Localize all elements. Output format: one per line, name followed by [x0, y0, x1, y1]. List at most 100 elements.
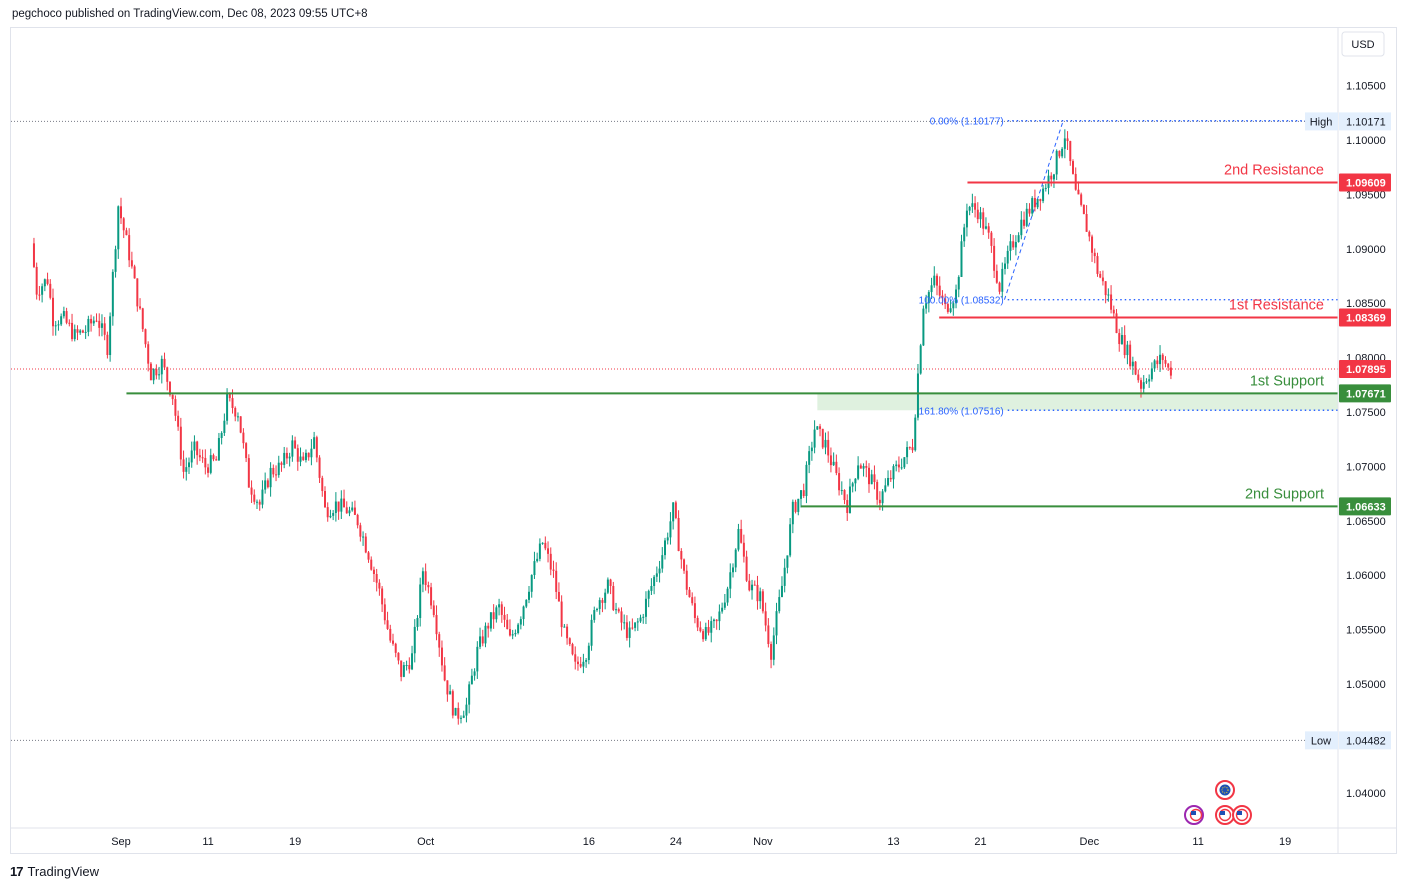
candle-body [579, 664, 582, 667]
candle-body [661, 555, 664, 569]
candle-body [46, 279, 49, 284]
candle-body [315, 437, 318, 458]
time-tick-label: 11 [202, 836, 213, 848]
candle-body [919, 345, 922, 374]
candle-body [609, 579, 612, 587]
candle-body [688, 589, 691, 598]
candle-body [1020, 219, 1023, 236]
candle-body [571, 644, 574, 655]
level-name: 1st Support [1250, 373, 1324, 389]
candle-body [1137, 374, 1140, 381]
candle-body [209, 455, 212, 473]
candle-body [636, 621, 639, 623]
footer-brand[interactable]: 17 TradingView [10, 864, 99, 879]
us-event-icon[interactable] [1232, 805, 1252, 825]
candle-body [81, 330, 84, 333]
time-tick-label: Dec [1080, 836, 1100, 848]
candle-body [941, 295, 944, 299]
currency-selector[interactable]: USD [1341, 31, 1385, 57]
candle-body [596, 608, 598, 611]
candle-body [993, 245, 996, 271]
candle-body [506, 619, 509, 630]
candle-body [998, 282, 1001, 292]
candle-body [261, 489, 264, 505]
candle-body [742, 542, 745, 557]
eu-event-icon[interactable] [1215, 780, 1235, 800]
candle-body [185, 467, 188, 472]
candle-body [1091, 236, 1094, 253]
candle-body [680, 550, 683, 560]
candle-body [1096, 256, 1099, 274]
level-price-tag-text: 1.06633 [1346, 501, 1386, 513]
candle-body [487, 625, 490, 629]
candle-body [52, 297, 54, 327]
candle-body [109, 316, 112, 356]
candle-body [38, 294, 41, 296]
candle-body [653, 576, 656, 586]
candle-body [778, 597, 781, 612]
us-event-icon[interactable] [1184, 805, 1204, 825]
candle-body [946, 304, 949, 312]
plot-area[interactable] [11, 120, 1338, 741]
time-tick-label: 19 [289, 836, 301, 848]
candle-body [536, 558, 539, 562]
candle-body [1123, 335, 1126, 356]
candle-body [566, 626, 569, 639]
price-tick-label: 1.07500 [1346, 407, 1386, 419]
candle-body [541, 542, 544, 544]
fib-level-label: 161.80% (1.07516) [919, 406, 1004, 417]
candle-body [296, 448, 299, 462]
low-text-bg [1305, 731, 1338, 750]
candle-body [139, 306, 142, 309]
candle-body [1142, 382, 1145, 389]
candle-body [405, 665, 408, 667]
candle-body [593, 610, 596, 620]
candle-body [1148, 379, 1151, 382]
candle-body [375, 574, 378, 583]
candle-body [601, 600, 604, 603]
fib-trend-line[interactable] [1003, 120, 1064, 300]
candle-body [294, 440, 297, 449]
candle-body [103, 323, 106, 335]
candle-body [503, 614, 506, 620]
candle-body [780, 585, 783, 598]
candle-body [634, 622, 637, 628]
candle-body [1001, 268, 1004, 292]
candle-body [829, 455, 832, 466]
candle-body [54, 325, 57, 327]
candle-body [147, 344, 150, 364]
candle-body [783, 567, 786, 586]
candle-body [158, 374, 161, 376]
candle-body [606, 579, 609, 593]
candle-body [1028, 208, 1031, 214]
candle-body [473, 671, 476, 676]
candle-body [612, 586, 615, 610]
candle-body [402, 665, 405, 677]
candle-body [862, 466, 865, 469]
candle-body [413, 626, 416, 654]
candle-body [952, 303, 955, 309]
candle-body [43, 279, 46, 287]
candle-body [729, 572, 732, 589]
candle-body [522, 606, 525, 620]
candle-body [751, 584, 754, 591]
high-text-bg [1305, 112, 1338, 131]
candle-body [916, 373, 919, 418]
price-tick-label: 1.09000 [1346, 244, 1386, 256]
candle-body [870, 474, 873, 485]
candle-body [122, 218, 125, 231]
candle-body [288, 456, 291, 459]
economic-events[interactable] [1184, 780, 1252, 825]
candle-body [500, 604, 503, 615]
candle-body [876, 481, 879, 500]
candle-body [1156, 360, 1159, 365]
low-text: Low [1311, 735, 1331, 747]
candle-body [76, 329, 79, 333]
time-axis[interactable]: Sep 11 19 Oct 16 24 Nov 13 21 Dec 11 19 [111, 836, 1291, 848]
us-event-icon[interactable] [1215, 805, 1235, 825]
publish-info: pegchoco published on TradingView.com, D… [12, 8, 368, 20]
candle-body [625, 622, 628, 638]
candle-body [272, 467, 275, 475]
candle-body [35, 266, 38, 295]
